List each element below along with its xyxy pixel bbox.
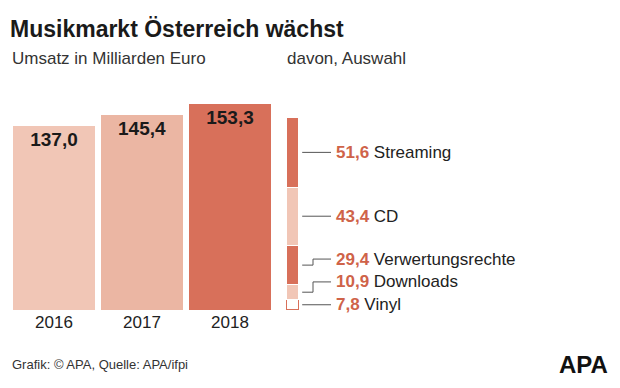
svg-text:Umsatz in Milliarden Euro: Umsatz in Milliarden Euro [12,49,206,68]
svg-text:2018: 2018 [211,313,249,332]
svg-text:43,4 CD: 43,4 CD [336,207,398,226]
svg-text:APA: APA [559,351,608,378]
svg-text:2016: 2016 [35,313,73,332]
svg-text:137,0: 137,0 [30,129,78,150]
svg-text:davon, Auswahl: davon, Auswahl [287,49,406,68]
svg-text:Grafik: © APA, Quelle: APA/ifp: Grafik: © APA, Quelle: APA/ifpi [12,357,188,372]
svg-text:7,8 Vinyl: 7,8 Vinyl [336,295,401,314]
svg-text:Musikmarkt Österreich wächst: Musikmarkt Österreich wächst [10,16,344,42]
svg-text:51,6 Streaming: 51,6 Streaming [336,143,451,162]
svg-text:29,4 Verwertungsrechte: 29,4 Verwertungsrechte [336,250,516,269]
svg-text:145,4: 145,4 [118,118,166,139]
svg-text:10,9 Downloads: 10,9 Downloads [336,272,458,291]
svg-text:2017: 2017 [123,313,161,332]
svg-text:153,3: 153,3 [206,107,254,128]
